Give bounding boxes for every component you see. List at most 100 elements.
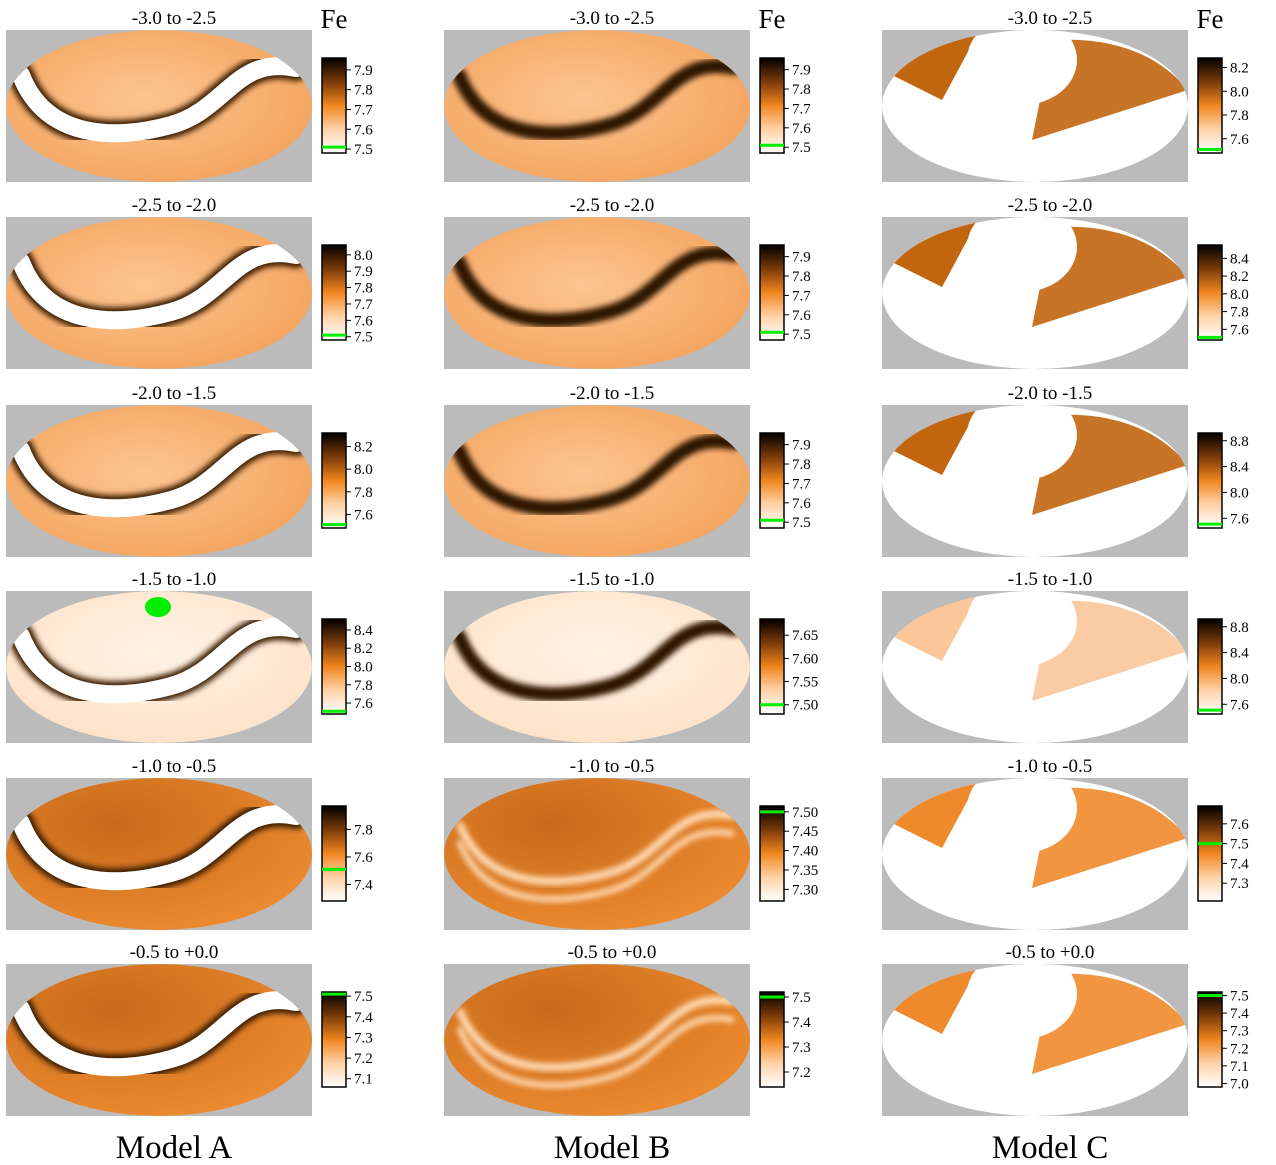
colorbar-tick-label: 8.0: [354, 248, 373, 264]
sky-map: [444, 405, 750, 557]
white-cutout: [967, 405, 1077, 480]
colorbar-tick-label: 8.0: [354, 462, 373, 478]
map-panel: -2.0 to -1.5 8.2 8.0 7.8 7.6: [6, 383, 373, 557]
colorbar-tick-label: 7.45: [792, 824, 818, 840]
colorbar-tick-label: 8.2: [354, 440, 373, 456]
colorbar-tick-label: 7.7: [354, 297, 373, 313]
colorbar-tick-label: 7.6: [1230, 817, 1249, 833]
colorbar-tick-label: 8.2: [1230, 61, 1249, 77]
map-panel: -0.5 to +0.0 7.57.4 7.37.2 7.17.0: [882, 942, 1249, 1116]
pale-band: [456, 829, 735, 903]
colorbar-tick-label: 7.6: [792, 308, 811, 324]
colorbar-tick-label: 7.5: [1230, 989, 1249, 1005]
panel-range-label: -2.5 to -2.0: [132, 195, 216, 216]
colorbar-tick-label: 7.50: [792, 805, 818, 821]
panel-range-label: -1.5 to -1.0: [132, 569, 216, 590]
panel-range-label: -3.0 to -2.5: [1008, 8, 1092, 29]
colorbar-tick-label: 7.6: [354, 507, 373, 523]
colorbar-tick-label: 7.8: [354, 822, 373, 838]
white-band: [12, 57, 305, 143]
colorbar-tick-label: 7.8: [1230, 305, 1249, 321]
panel-range-label: -1.0 to -0.5: [1008, 756, 1092, 777]
colorbar-tick-label: 7.6: [354, 696, 373, 712]
colorbar-tick-label: 7.7: [792, 476, 811, 492]
panel-range-label: -2.0 to -1.5: [132, 383, 216, 404]
colorbar-tick-label: 8.8: [1230, 620, 1249, 636]
colorbar-tick-label: 7.9: [354, 264, 373, 280]
colorbar-tick-label: 7.9: [792, 438, 811, 454]
colorbar-tick-label: 7.4: [1230, 856, 1249, 872]
pale-band: [455, 810, 735, 886]
colorbar-tick-label: 7.8: [354, 678, 373, 694]
panel-range-label: -0.5 to +0.0: [130, 942, 219, 963]
pale-band: [455, 996, 735, 1072]
colorbar-tick-label: 7.6: [1230, 511, 1249, 527]
colorbar-tick-label: 7.8: [792, 82, 811, 98]
colorbar-tick-label: 7.4: [354, 1010, 373, 1026]
sky-map: [444, 591, 750, 743]
colorbar-tick-label: 7.4: [792, 1015, 811, 1031]
colorbar-tick-label: 7.6: [1230, 132, 1249, 148]
colorbar-tick-label: 7.8: [792, 269, 811, 285]
panel-range-label: -1.5 to -1.0: [1008, 569, 1092, 590]
colorbar: [1197, 432, 1223, 529]
colorbar-tick-label: 7.9: [354, 63, 373, 79]
map-panel: -3.0 to -2.5 Fe 8.2 8.0 7.8 7.6: [882, 4, 1249, 182]
colorbar-tick-label: 7.60: [792, 651, 818, 667]
colorbar-tick-label: 7.55: [792, 675, 818, 691]
left-lobe: [882, 595, 977, 661]
colorbar: [1197, 618, 1223, 715]
colorbar: [759, 432, 785, 529]
colorbar-tick-label: 7.40: [792, 844, 818, 860]
white-band: [12, 618, 305, 704]
white-cutout: [967, 778, 1077, 853]
colorbar-tick-label: 7.5: [792, 990, 811, 1006]
model-label: Model B: [554, 1130, 670, 1165]
white-band: [12, 432, 305, 518]
colorbar-tick-label: 7.7: [354, 102, 373, 118]
colorbar-tick-label: 8.4: [1230, 460, 1249, 476]
colorbar-tick-label: 7.6: [354, 313, 373, 329]
colorbar-tick-label: 8.4: [354, 623, 373, 639]
dark-band: [452, 59, 741, 141]
map-panel: -2.5 to -2.0 8.07.97.87.77.67.5: [6, 195, 373, 369]
colorbar: [321, 991, 347, 1088]
sky-map: [444, 30, 750, 182]
colorbar-tick-label: 7.3: [1230, 1024, 1249, 1040]
pale-band: [456, 1015, 735, 1089]
colorbar: [321, 57, 347, 154]
panel-range-label: -2.0 to -1.5: [1008, 383, 1092, 404]
colorbar-tick-label: 7.6: [1230, 697, 1249, 713]
colorbar-tick-label: 8.0: [1230, 84, 1249, 100]
colorbar: [1197, 244, 1223, 341]
colorbar: [759, 805, 785, 902]
colorbar-tick-label: 7.8: [354, 83, 373, 99]
colorbar-tick-label: 7.3: [354, 1030, 373, 1046]
colorbar-tick-label: 7.6: [354, 122, 373, 138]
colorbar-tick-label: 7.5: [354, 142, 373, 158]
colorbar-tick-label: 7.9: [792, 63, 811, 79]
white-cutout: [967, 217, 1077, 292]
map-panel: -2.5 to -2.0 8.4 8.2 8.0 7.87.6: [882, 195, 1249, 369]
colorbar-tick-label: 8.4: [1230, 251, 1249, 267]
model-label: Model C: [992, 1130, 1108, 1165]
map-panel: -2.5 to -2.0 7.9 7.8 7.7 7.6 7.5: [444, 195, 811, 369]
white-band: [12, 991, 305, 1077]
colorbar-tick-label: 7.4: [354, 877, 373, 893]
left-lobe: [882, 968, 977, 1034]
colorbar: [759, 244, 785, 341]
sky-map: [444, 964, 750, 1116]
colorbar-tick-label: 7.7: [792, 101, 811, 117]
white-band: [12, 805, 305, 891]
colorbar-tick-label: 7.35: [792, 863, 818, 879]
colorbar-tick-label: 7.50: [792, 698, 818, 714]
panel-range-label: -2.0 to -1.5: [570, 383, 654, 404]
dark-band: [452, 620, 741, 702]
sky-map: [444, 217, 750, 369]
colorbar: [321, 432, 347, 529]
map-panel: -1.0 to -0.5 7.8 7.6 7.4: [6, 756, 373, 930]
element-label: Fe: [759, 4, 786, 34]
colorbar-tick-label: 8.0: [1230, 485, 1249, 501]
colorbar: [321, 618, 347, 715]
colorbar-tick-label: 8.8: [1230, 434, 1249, 450]
